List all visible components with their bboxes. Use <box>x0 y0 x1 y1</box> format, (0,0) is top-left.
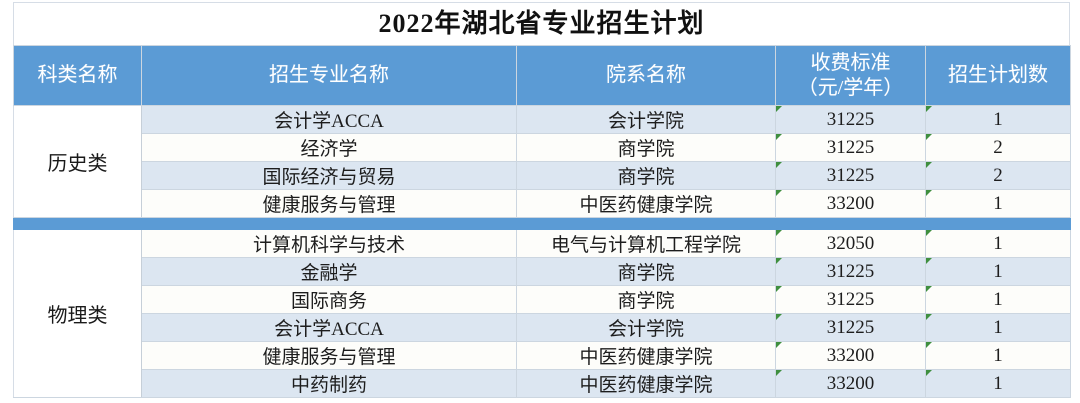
table-row: 金融学 商学院 31225 1 <box>14 257 1071 286</box>
department-cell: 商学院 <box>516 133 776 162</box>
major-cell: 国际经济与贸易 <box>141 161 517 190</box>
major-cell: 会计学ACCA <box>141 313 517 342</box>
fee-cell: 33200 <box>775 341 926 370</box>
column-header-plan-count: 招生计划数 <box>925 45 1071 106</box>
section-separator-cell <box>141 217 517 230</box>
category-cell-physics: 物理类 <box>13 229 142 398</box>
major-cell: 健康服务与管理 <box>141 341 517 370</box>
column-header-fee-line-1: 收费标准 <box>810 52 891 75</box>
table-row: 健康服务与管理 中医药健康学院 33200 1 <box>14 189 1071 218</box>
major-cell: 会计学ACCA <box>141 105 517 134</box>
fee-cell: 32050 <box>775 229 926 258</box>
fee-cell: 31225 <box>775 257 926 286</box>
major-cell: 国际商务 <box>141 285 517 314</box>
table-row: 物理类 计算机科学与技术 电气与计算机工程学院 32050 1 <box>13 229 1071 398</box>
major-cell: 健康服务与管理 <box>141 189 517 218</box>
table-row: 国际商务 商学院 31225 1 <box>14 285 1071 314</box>
fee-cell: 33200 <box>775 189 926 218</box>
column-header-major-line-1: 招生专业名称 <box>269 64 389 87</box>
table-row: 国际经济与贸易 商学院 31225 2 <box>14 161 1071 190</box>
fee-cell: 31225 <box>775 133 926 162</box>
plan-count-cell: 1 <box>925 229 1071 258</box>
table-header: 科类名称 招生专业名称 院系名称 收费标准 （元/学年） 招生计划数 <box>13 45 1071 106</box>
plan-count-cell: 1 <box>925 257 1071 286</box>
header-row: 科类名称 招生专业名称 院系名称 收费标准 （元/学年） 招生计划数 <box>13 45 1071 106</box>
fee-cell: 31225 <box>775 285 926 314</box>
section-separator-cell <box>925 217 1071 230</box>
column-header-category: 科类名称 <box>13 45 142 106</box>
column-header-department-line-1: 院系名称 <box>606 64 686 87</box>
table-row: 会计学ACCA 会计学院 31225 1 <box>14 313 1071 342</box>
plan-count-cell: 1 <box>925 369 1071 398</box>
column-header-fee-line-2: （元/学年） <box>797 76 904 99</box>
plan-count-cell: 1 <box>925 285 1071 314</box>
table-title-band: 2022年湖北省专业招生计划 <box>13 2 1070 45</box>
section-separator-row <box>13 217 1071 230</box>
major-cell: 中药制药 <box>141 369 517 398</box>
department-cell: 中医药健康学院 <box>516 341 776 370</box>
plan-count-cell: 1 <box>925 341 1071 370</box>
plan-count-cell: 1 <box>925 189 1071 218</box>
section-separator-cell <box>13 217 142 230</box>
department-cell: 会计学院 <box>516 313 776 342</box>
department-cell: 会计学院 <box>516 105 776 134</box>
department-cell: 中医药健康学院 <box>516 369 776 398</box>
admission-plan-table: 科类名称 招生专业名称 院系名称 收费标准 （元/学年） 招生计划数 <box>13 45 1071 398</box>
section-separator-cell <box>775 217 926 230</box>
department-cell: 商学院 <box>516 161 776 190</box>
department-cell: 商学院 <box>516 285 776 314</box>
plan-count-cell: 2 <box>925 161 1071 190</box>
column-header-plan-count-line-1: 招生计划数 <box>948 64 1048 87</box>
column-header-major: 招生专业名称 <box>141 45 517 106</box>
plan-count-cell: 2 <box>925 133 1071 162</box>
fee-cell: 33200 <box>775 369 926 398</box>
major-cell: 经济学 <box>141 133 517 162</box>
fee-cell: 31225 <box>775 313 926 342</box>
department-cell: 中医药健康学院 <box>516 189 776 218</box>
table-row: 历史类 会计学ACCA 会计学院 31225 1 <box>13 105 1071 218</box>
column-header-category-line-1: 科类名称 <box>37 64 118 87</box>
table-row: 中药制药 中医药健康学院 33200 1 <box>14 369 1071 398</box>
plan-count-cell: 1 <box>925 105 1071 134</box>
table-body: 历史类 会计学ACCA 会计学院 31225 1 经济学 商学院 31225 2… <box>13 105 1071 398</box>
major-cell: 金融学 <box>141 257 517 286</box>
fee-cell: 31225 <box>775 161 926 190</box>
department-cell: 电气与计算机工程学院 <box>516 229 776 258</box>
section-separator-cell <box>516 217 776 230</box>
table-row: 经济学 商学院 31225 2 <box>14 133 1071 162</box>
fee-cell: 31225 <box>775 105 926 134</box>
plan-count-cell: 1 <box>925 313 1071 342</box>
department-cell: 商学院 <box>516 257 776 286</box>
page-title: 2022年湖北省专业招生计划 <box>378 9 705 38</box>
major-cell: 计算机科学与技术 <box>141 229 517 258</box>
column-header-department: 院系名称 <box>516 45 776 106</box>
column-header-fee: 收费标准 （元/学年） <box>775 45 926 106</box>
table-row: 健康服务与管理 中医药健康学院 33200 1 <box>14 341 1071 370</box>
category-cell-history: 历史类 <box>13 105 142 218</box>
